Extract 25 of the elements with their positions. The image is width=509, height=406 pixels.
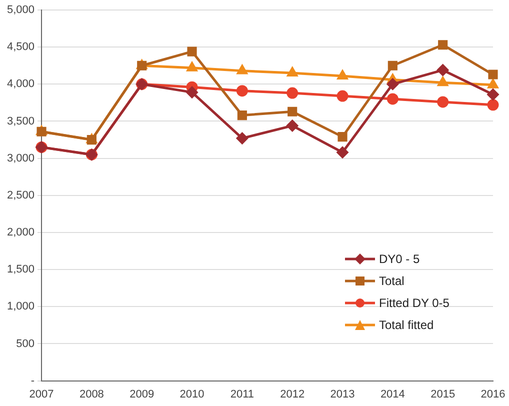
x-tick-label: 2013 <box>330 388 355 400</box>
x-tick-label: 2016 <box>480 388 506 400</box>
x-tick-label: 2011 <box>230 388 254 400</box>
y-tick-label: - <box>30 374 35 387</box>
y-tick-label: 3,500 <box>6 115 35 128</box>
y-tick-label: 1,500 <box>6 264 35 276</box>
legend-label: DY0 - 5 <box>379 251 420 268</box>
y-tick-label: 500 <box>16 338 35 350</box>
legend-label: Fitted DY 0-5 <box>379 295 450 312</box>
x-tick-label: 2015 <box>430 388 456 400</box>
x-tick-label: 2007 <box>29 388 54 400</box>
x-tick-label: 2008 <box>79 388 104 400</box>
y-tick-label: 5,000 <box>6 4 35 16</box>
y-tick-label: 4,500 <box>6 41 35 54</box>
legend-label: Total fitted <box>379 317 434 334</box>
x-tick-label: 2010 <box>180 388 204 400</box>
x-tick-label: 2009 <box>130 388 154 400</box>
legend-label: Total <box>379 273 404 290</box>
y-tick-label: 2,500 <box>6 189 35 202</box>
y-tick-label: 1,000 <box>6 300 35 313</box>
y-tick-label: 2,000 <box>6 226 35 239</box>
y-tick-label: 4,000 <box>6 78 35 90</box>
y-tick-label: 3,000 <box>6 152 35 164</box>
x-tick-label: 2012 <box>280 388 305 400</box>
x-tick-label: 2014 <box>380 388 405 400</box>
